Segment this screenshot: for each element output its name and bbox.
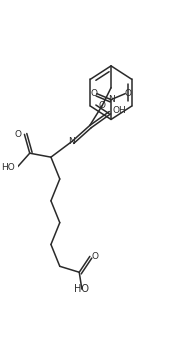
Text: O: O <box>99 101 106 110</box>
Text: HO: HO <box>1 163 15 171</box>
Text: O: O <box>91 89 98 98</box>
Text: N: N <box>108 95 114 104</box>
Text: O: O <box>92 252 99 261</box>
Text: O: O <box>124 89 131 98</box>
Text: HO: HO <box>74 284 89 294</box>
Text: O: O <box>15 130 22 139</box>
Text: OH: OH <box>113 106 127 115</box>
Text: N: N <box>68 137 75 146</box>
